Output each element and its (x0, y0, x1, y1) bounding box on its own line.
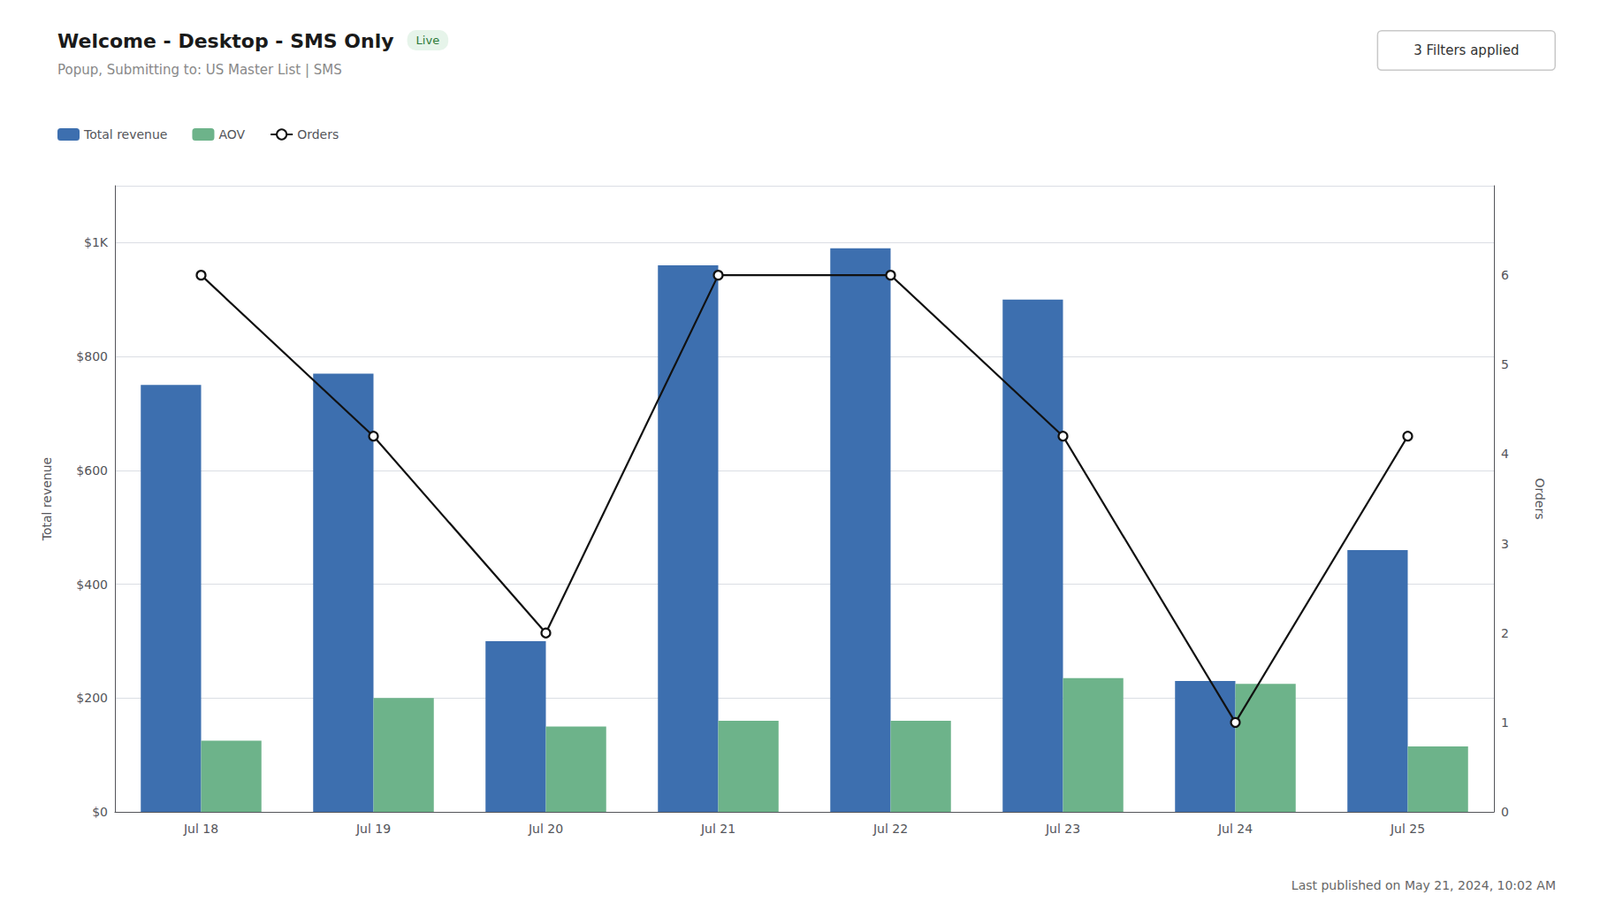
svg-text:Jul 23: Jul 23 (1044, 821, 1081, 836)
svg-text:$600: $600 (76, 463, 108, 478)
svg-text:Jul 20: Jul 20 (527, 821, 564, 836)
svg-text:4: 4 (1500, 446, 1509, 461)
svg-text:AOV: AOV (218, 127, 245, 142)
svg-text:$200: $200 (76, 690, 108, 705)
svg-text:3 Filters applied: 3 Filters applied (1413, 42, 1519, 59)
svg-text:$1K: $1K (83, 235, 109, 250)
svg-text:Jul 18: Jul 18 (182, 821, 219, 836)
svg-text:Total revenue: Total revenue (83, 127, 168, 142)
svg-text:Jul 22: Jul 22 (872, 821, 908, 836)
svg-text:Orders: Orders (297, 127, 339, 142)
svg-text:Jul 21: Jul 21 (700, 821, 736, 836)
svg-text:Welcome - Desktop - SMS Only: Welcome - Desktop - SMS Only (57, 30, 395, 53)
svg-text:5: 5 (1500, 357, 1509, 372)
svg-text:3: 3 (1500, 536, 1509, 551)
svg-text:$400: $400 (76, 577, 108, 592)
svg-text:$800: $800 (76, 349, 108, 364)
svg-text:0: 0 (1500, 804, 1509, 819)
svg-text:Jul 19: Jul 19 (355, 821, 391, 836)
svg-text:Orders: Orders (1532, 477, 1547, 519)
svg-text:6: 6 (1500, 267, 1509, 282)
svg-text:2: 2 (1500, 625, 1509, 640)
svg-text:Jul 25: Jul 25 (1389, 821, 1425, 836)
svg-text:1: 1 (1500, 715, 1509, 730)
svg-text:Popup, Submitting to: US Maste: Popup, Submitting to: US Master List | S… (57, 61, 343, 78)
svg-text:Total revenue: Total revenue (39, 457, 54, 541)
svg-text:$0: $0 (91, 804, 108, 819)
svg-text:Jul 24: Jul 24 (1217, 821, 1253, 836)
svg-text:Live: Live (416, 33, 441, 47)
svg-text:Last published on May 21, 2024: Last published on May 21, 2024, 10:02 AM (1291, 877, 1556, 892)
